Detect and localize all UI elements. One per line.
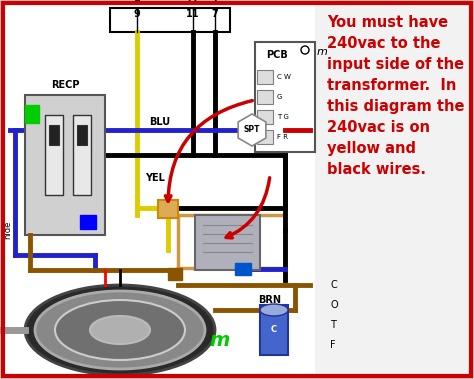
Bar bbox=[315, 3, 471, 376]
Bar bbox=[49, 125, 59, 145]
Text: C: C bbox=[271, 326, 277, 335]
Bar bbox=[195, 215, 260, 270]
Text: 11: 11 bbox=[186, 0, 200, 6]
Bar bbox=[25, 105, 39, 123]
Text: F R: F R bbox=[277, 134, 288, 140]
Ellipse shape bbox=[90, 316, 150, 344]
Text: BLU: BLU bbox=[149, 117, 171, 127]
Text: O: O bbox=[330, 300, 338, 310]
Bar bbox=[73, 115, 91, 195]
Text: hide: hide bbox=[3, 221, 12, 239]
Text: 9: 9 bbox=[134, 0, 140, 6]
Bar bbox=[257, 70, 273, 84]
Text: 7: 7 bbox=[211, 9, 219, 19]
Ellipse shape bbox=[25, 285, 215, 375]
Text: 11: 11 bbox=[186, 9, 200, 19]
Bar bbox=[260, 305, 288, 355]
Bar bbox=[257, 130, 273, 144]
Text: YEL: YEL bbox=[145, 173, 165, 183]
Ellipse shape bbox=[35, 291, 205, 369]
Bar bbox=[235, 263, 251, 275]
Bar bbox=[257, 110, 273, 124]
Text: 9: 9 bbox=[134, 9, 140, 19]
Bar bbox=[168, 268, 182, 280]
Bar bbox=[158, 200, 178, 218]
Bar bbox=[25, 95, 105, 235]
Bar bbox=[257, 90, 273, 104]
Text: F: F bbox=[330, 340, 336, 350]
Bar bbox=[255, 42, 315, 152]
Text: 7: 7 bbox=[211, 0, 219, 6]
Bar bbox=[110, 8, 230, 32]
Text: PCB: PCB bbox=[266, 50, 288, 60]
Text: BRN: BRN bbox=[258, 295, 282, 305]
Text: RECP: RECP bbox=[51, 80, 79, 90]
Text: You must have
240vac to the
input side of the
transformer.  In
this diagram the
: You must have 240vac to the input side o… bbox=[327, 15, 465, 177]
Bar bbox=[3, 3, 315, 376]
Bar bbox=[80, 215, 96, 229]
Text: m: m bbox=[210, 330, 230, 349]
Ellipse shape bbox=[55, 300, 185, 360]
Text: m: m bbox=[317, 47, 328, 57]
Ellipse shape bbox=[260, 304, 288, 316]
Text: T: T bbox=[330, 320, 336, 330]
Bar bbox=[45, 115, 63, 195]
Text: C: C bbox=[330, 280, 337, 290]
Text: T G: T G bbox=[277, 114, 289, 120]
Text: C W: C W bbox=[277, 74, 291, 80]
Text: G: G bbox=[277, 94, 283, 100]
Text: SPT: SPT bbox=[244, 125, 260, 135]
Bar bbox=[77, 125, 87, 145]
